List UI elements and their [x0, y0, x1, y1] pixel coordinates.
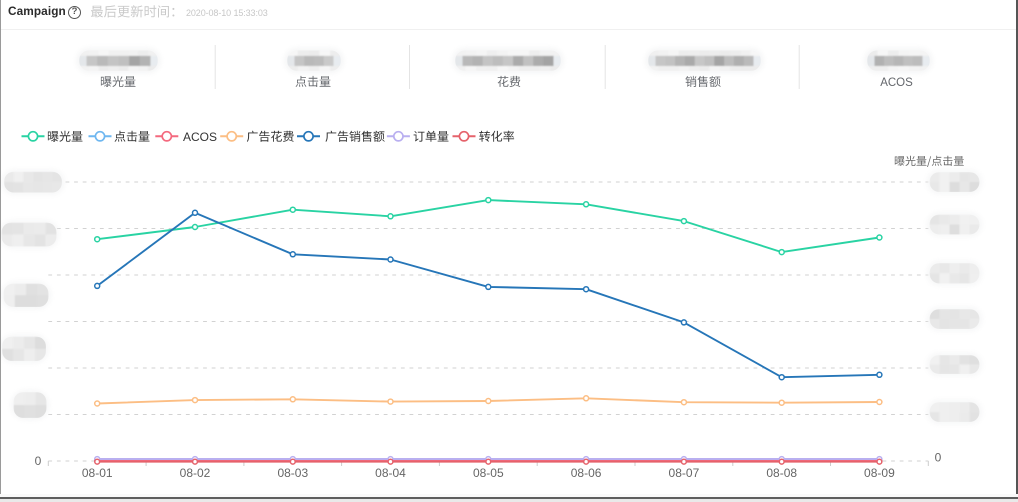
svg-text:ACOS: ACOS	[880, 77, 913, 89]
svg-text:0: 0	[35, 454, 42, 468]
svg-text:08-02: 08-02	[180, 466, 211, 480]
svg-text:08-01: 08-01	[82, 466, 113, 480]
svg-text:08-03: 08-03	[277, 466, 308, 480]
svg-text:08-06: 08-06	[571, 466, 602, 480]
svg-text:08-04: 08-04	[375, 466, 406, 480]
svg-text:08-05: 08-05	[473, 466, 504, 480]
svg-text:08-07: 08-07	[669, 466, 700, 480]
svg-text:ACOS: ACOS	[183, 130, 217, 144]
svg-text:08-09: 08-09	[864, 466, 895, 480]
svg-text:0: 0	[935, 451, 942, 465]
svg-text:08-08: 08-08	[766, 466, 797, 480]
